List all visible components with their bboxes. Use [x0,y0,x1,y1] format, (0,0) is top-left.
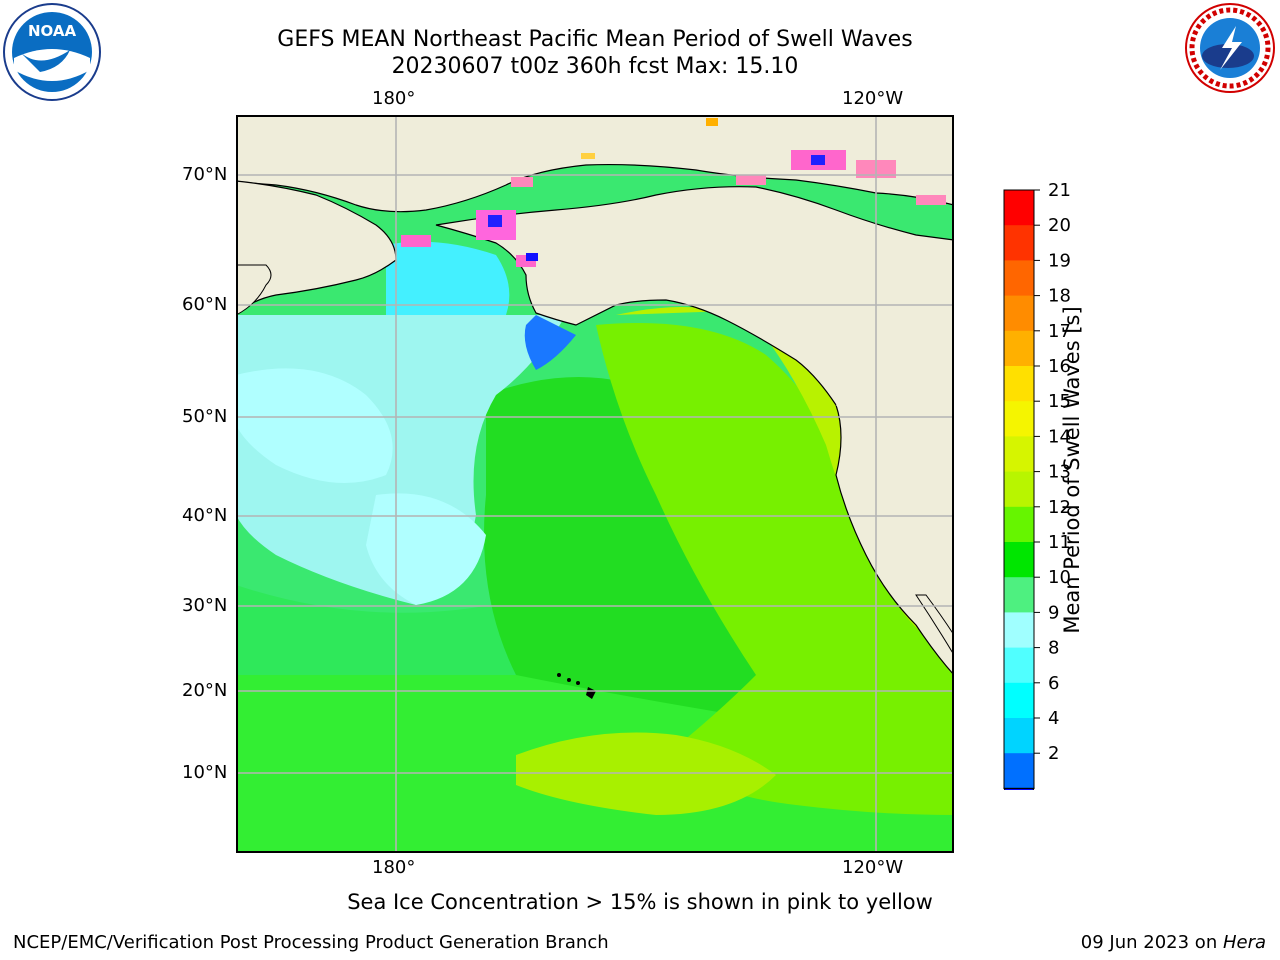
hawaii-islands [557,673,596,699]
colorbar-tick-label: 17 [1048,321,1071,342]
footer-host: Hera [1222,932,1266,953]
colorbar-segment [1004,295,1034,332]
colorbar-segment [1004,682,1034,719]
colorbar-segment [1004,401,1034,437]
colorbar-segment [1004,506,1034,543]
svg-text:NOAA: NOAA [28,22,77,40]
colorbar-tick-label: 8 [1048,638,1059,659]
nws-logo [1185,3,1275,93]
lat-label-10n: 10°N [182,762,228,783]
lat-label-40n: 40°N [182,505,228,526]
colorbar-tick-label: 20 [1048,215,1071,236]
colorbar-tick-label: 9 [1048,602,1059,623]
arctic-land [236,115,954,213]
footer-date: 09 Jun 2023 on Hera [1081,932,1266,953]
colorbar-tick-label: 10 [1048,567,1071,588]
lon-label-top-120w: 120°W [842,88,904,109]
sea-ice-note: Sea Ice Concentration > 15% is shown in … [347,890,933,914]
lon-label-top-180: 180° [372,88,416,109]
chart-title: GEFS MEAN Northeast Pacific Mean Period … [277,27,913,52]
colorbar-segment [1004,542,1034,578]
colorbar-tick-label: 12 [1048,497,1071,518]
alaska-land [435,186,954,676]
colorbar-segment [1004,225,1034,261]
noaa-logo: NOAA [3,3,101,101]
lat-label-70n: 70°N [182,164,228,185]
colorbar-segment [1004,612,1034,649]
colorbar-segment [1004,753,1034,789]
graticule [236,115,954,853]
footer-branch: NCEP/EMC/Verification Post Processing Pr… [13,932,609,953]
colorbar-tick-label: 13 [1048,462,1071,483]
colorbar-segment [1004,190,1034,226]
colorbar-tick-label: 2 [1048,743,1059,764]
colorbar-segment [1004,260,1034,297]
lat-label-20n: 20°N [182,680,228,701]
colorbar: 21 20 19 18 17 16 15 14 13 12 11 10 9 8 6 4 2 [1003,180,1071,790]
footer-date-text: 09 Jun 2023 on [1080,932,1223,953]
colorbar-label: Mean Period of Swell Waves [s] [1060,306,1084,634]
swell-period-map [236,115,954,853]
colorbar-segment [1004,330,1034,367]
chart-subtitle: 20230607 t00z 360h fcst Max: 15.10 [391,54,799,79]
lon-label-bottom-180: 180° [372,857,416,878]
colorbar-tick-label: 18 [1048,286,1071,307]
colorbar-tick-label: 6 [1048,673,1059,694]
lat-label-60n: 60°N [182,294,228,315]
colorbar-tick-label: 14 [1048,426,1071,447]
colorbar-tick-label: 11 [1048,532,1071,553]
colorbar-segment [1004,471,1034,508]
lat-label-30n: 30°N [182,595,228,616]
colorbar-frame [1003,189,1035,789]
colorbar-tick-label: 19 [1048,250,1071,271]
colorbar-segment [1004,577,1034,613]
lon-label-bottom-120w: 120°W [842,857,904,878]
colorbar-segment [1004,718,1034,754]
colorbar-tick-label: 4 [1048,708,1059,729]
colorbar-segment [1004,647,1034,684]
colorbar-segment [1004,366,1034,402]
sea-ice-patches [401,118,946,267]
colorbar-tick-label: 16 [1048,356,1071,377]
lat-label-50n: 50°N [182,406,228,427]
colorbar-tick-label: 21 [1048,180,1071,201]
colorbar-tick-label: 15 [1048,391,1071,412]
colorbar-segment [1004,436,1034,473]
